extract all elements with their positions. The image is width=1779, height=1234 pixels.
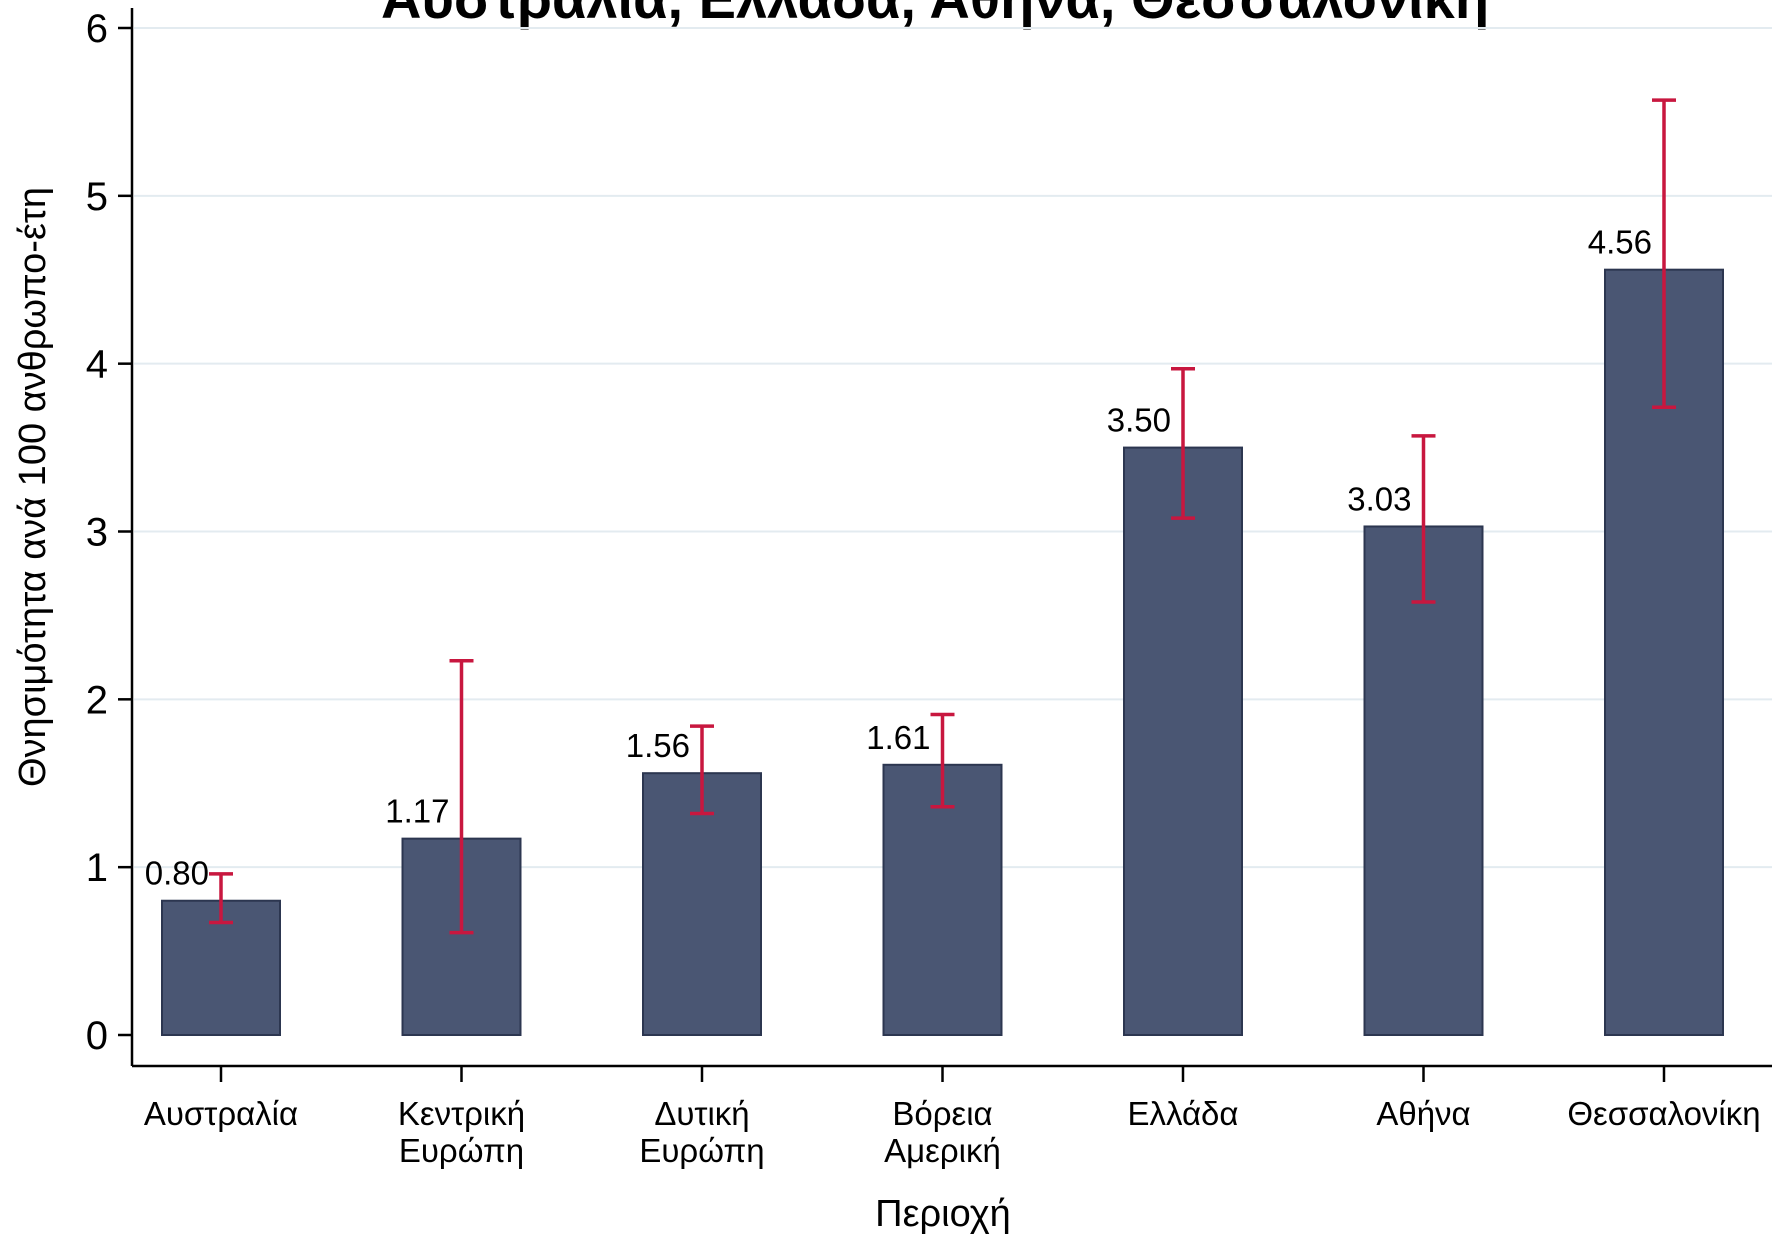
- data-label: 4.56: [1588, 224, 1652, 261]
- x-tick-label: Κεντρική: [398, 1095, 525, 1132]
- y-tick-label: 0: [86, 1014, 108, 1058]
- y-tick-label: 2: [86, 678, 108, 722]
- data-labels: 0.80 1.17 1.56 1.61 3.50 3.03 4.56: [145, 224, 1652, 892]
- error-bars: [209, 98, 1676, 935]
- x-tick-label: Αμερική: [884, 1132, 1001, 1169]
- bar: [1123, 446, 1243, 1037]
- x-tick-label: Αθήνα: [1376, 1095, 1470, 1132]
- x-tick-label: Θεσσαλονίκη: [1567, 1095, 1760, 1132]
- y-tick-label: 6: [86, 7, 108, 51]
- x-tick-label: Ελλάδα: [1127, 1095, 1238, 1132]
- data-label: 1.61: [866, 719, 930, 756]
- x-tick-label: Ευρώπη: [399, 1132, 524, 1169]
- x-tick-label: Ευρώπη: [639, 1132, 764, 1169]
- data-label: 1.17: [385, 793, 449, 830]
- y-tick-label: 3: [86, 511, 108, 555]
- x-tick-label: Αυστραλία: [144, 1095, 298, 1132]
- data-label: 3.03: [1347, 480, 1411, 517]
- x-tick-label: Δυτική: [654, 1095, 749, 1132]
- y-ticks: 0 1 2 3 4 5 6: [86, 7, 132, 1058]
- x-tick-label: Βόρεια: [892, 1095, 992, 1132]
- y-axis-title: Θνησιμότητα ανά 100 ανθρωπο-έτη: [12, 187, 54, 787]
- x-ticks: Αυστραλία ΚεντρικήΕυρώπηΔυτικήΕυρώπηΒόρει…: [144, 1066, 1761, 1169]
- chart-title: Αυστραλία, Ελλάδα, Αθήνα, Θεσσαλονίκη: [381, 0, 1489, 30]
- gridlines: [134, 27, 1772, 869]
- data-label: 1.56: [626, 727, 690, 764]
- y-tick-label: 4: [86, 343, 108, 387]
- x-axis-title: Περιοχή: [875, 1193, 1011, 1234]
- data-label: 3.50: [1107, 402, 1171, 439]
- bar: [1363, 525, 1484, 1037]
- bar: [642, 772, 762, 1036]
- y-tick-label: 1: [86, 846, 108, 890]
- axes: [130, 8, 1772, 1068]
- data-label: 0.80: [145, 855, 209, 892]
- bars: [161, 268, 1724, 1037]
- y-tick-label: 5: [86, 175, 108, 219]
